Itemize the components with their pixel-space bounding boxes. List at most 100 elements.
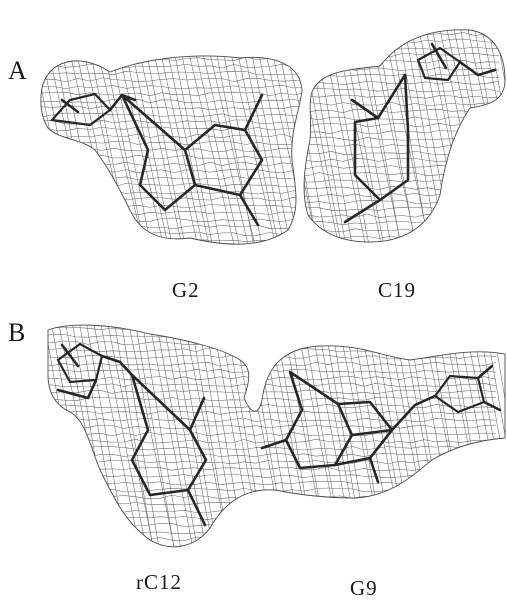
mesh-strand [186,55,237,245]
mesh-strand [221,55,264,245]
mesh-strand [30,246,306,250]
mesh-strand [140,325,184,547]
residue-label-g9: G9 [350,576,378,600]
mesh-strand [242,55,287,245]
mesh-strand [252,325,296,547]
mesh-strand [49,325,94,547]
mesh-strand [48,431,497,437]
mesh-strand [137,55,185,245]
mesh-strand [48,333,497,339]
g9-stick-model [260,364,502,484]
mesh-strand [40,313,496,317]
mesh-strand [304,81,500,86]
mesh-strand [158,55,206,245]
mesh-strand [172,55,215,245]
rc12-g9-density-outline [47,324,506,548]
mesh-strand [304,29,319,242]
mesh-strand [112,325,156,547]
mesh-strand [40,154,303,160]
mesh-strand [249,55,293,245]
mesh-strand [105,325,157,547]
mesh-strand [451,29,502,242]
panel-letter-a: A [8,56,27,85]
mesh-strand [46,55,94,245]
mesh-strand [48,325,64,547]
mesh-strand [357,325,408,547]
mesh-strand [371,325,416,547]
mesh-strand [179,55,223,245]
mesh-strand [175,325,220,547]
mesh-strand [304,157,500,163]
mesh-strand [304,143,500,148]
mesh-strand [40,190,303,195]
mesh-strand [40,168,303,174]
mesh-strand [48,382,497,388]
mesh-strand [30,43,306,47]
mesh-strand [420,325,472,547]
mesh-strand [48,466,497,472]
mesh-strand [95,55,147,245]
mesh-strand [304,29,343,242]
mesh-strand [486,29,505,242]
mesh-strand [40,217,303,222]
residue-label-c19: C19 [378,278,417,302]
mesh-strand [48,325,61,547]
mesh-strand [427,325,469,547]
mesh-strand [48,368,497,374]
mesh-strand [228,55,279,245]
mesh-strand [207,55,258,245]
rc12-g9-density-mesh [0,313,505,560]
mesh-strand [40,55,69,245]
mesh-strand [263,55,303,245]
mesh-strand [224,325,268,547]
panel-b: B rC12 G9 [0,300,507,599]
mesh-strand [200,55,251,245]
mesh-strand [304,206,500,211]
mesh-strand [130,55,175,245]
mesh-strand [154,325,200,547]
residue-label-g2: G2 [172,278,200,302]
mesh-strand [48,340,497,346]
mesh-strand [48,389,497,395]
mesh-strand [193,55,242,245]
mesh-strand [304,108,500,113]
mesh-strand [133,325,177,547]
mesh-strand [165,55,212,245]
mesh-strand [413,325,460,547]
mesh-strand [304,172,500,177]
mesh-strand [304,29,311,242]
mesh-strand [48,325,87,547]
mesh-strand [304,165,499,169]
residue-label-rc12: rC12 [136,570,182,594]
mesh-strand [40,551,496,555]
mesh-strand [295,19,499,22]
c19-density-outline [303,29,506,243]
mesh-strand [476,325,505,547]
panel-letter-b: B [8,318,26,347]
mesh-strand [40,91,303,97]
mesh-strand [30,253,306,257]
mesh-strand [48,452,497,458]
mesh-strand [469,325,505,547]
mesh-strand [168,325,216,547]
mesh-strand [48,473,497,479]
mesh-strand [500,29,505,242]
mesh-strand [161,325,209,547]
mesh-strand [304,29,319,242]
mesh-strand [214,55,256,245]
mesh-strand [304,213,500,219]
mesh-strand [48,530,497,535]
mesh-strand [119,325,162,547]
mesh-strand [40,320,496,324]
mesh-strand [399,325,447,547]
mesh-strand [483,325,505,547]
mesh-strand [0,315,31,560]
panel-a: A G2 C19 [8,19,506,302]
mesh-strand [295,242,499,246]
mesh-strand [48,417,497,423]
mesh-strand [48,424,497,430]
mesh-strand [147,325,196,547]
mesh-strand [304,52,500,58]
mesh-strand [144,55,188,245]
mesh-strand [48,536,497,542]
